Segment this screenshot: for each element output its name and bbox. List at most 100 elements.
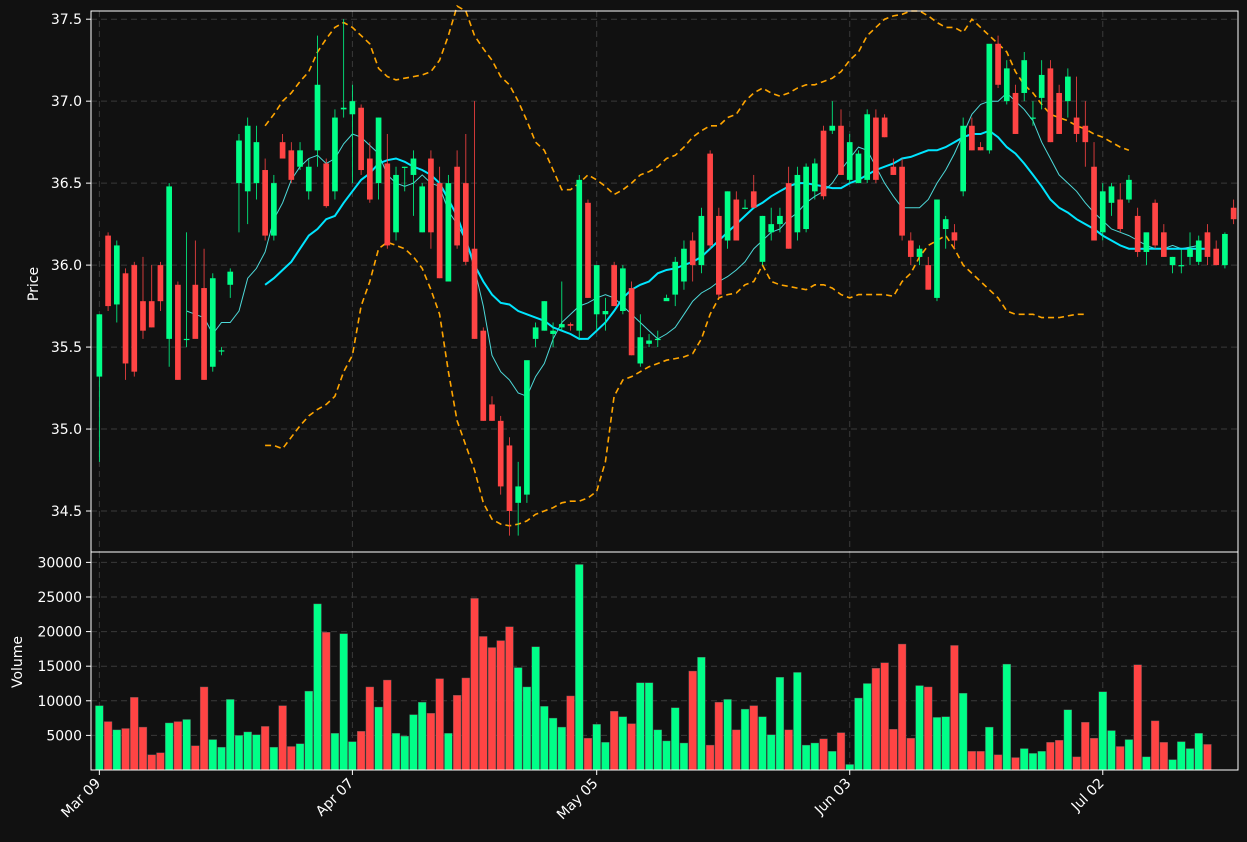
candle-body: [611, 265, 617, 307]
candle-body: [297, 150, 303, 167]
volume-bar: [208, 739, 217, 771]
volume-bar: [234, 735, 244, 771]
price-tick-label: 37.5: [51, 12, 82, 28]
candle-body: [864, 114, 871, 180]
candle-body: [820, 130, 827, 197]
volume-bar: [1133, 664, 1142, 771]
candle-body: [1230, 207, 1237, 220]
candle-body: [794, 174, 801, 233]
candle-body: [881, 117, 888, 138]
volume-bar: [426, 713, 436, 771]
volume-bar: [1002, 663, 1011, 771]
candle-body: [506, 445, 513, 512]
candle-body: [305, 166, 312, 192]
candle-body: [899, 166, 905, 236]
candle-body: [349, 101, 356, 115]
candle-body: [1038, 74, 1045, 98]
volume-bar: [985, 726, 994, 771]
candle-body: [1126, 179, 1132, 200]
volume-tick-label: 30000: [37, 555, 82, 571]
volume-bar: [671, 707, 680, 771]
candle-body: [1065, 76, 1071, 102]
candle-body: [236, 140, 242, 184]
volume-bar: [627, 723, 636, 771]
candle-body: [1117, 199, 1124, 230]
candle-body: [907, 240, 914, 257]
volume-bar: [1098, 691, 1107, 771]
candle-body: [358, 107, 364, 171]
volume-bar: [1072, 756, 1081, 771]
candle-body: [846, 142, 853, 180]
candle-body: [262, 170, 268, 236]
price-tick-label: 35.0: [51, 422, 82, 438]
candle-body: [1161, 232, 1167, 257]
candle-body: [183, 338, 190, 341]
volume-bar: [575, 564, 584, 771]
candle-body: [445, 183, 452, 282]
volume-bar: [103, 721, 113, 771]
volume-bar: [252, 734, 261, 771]
candle-body: [742, 207, 748, 209]
candle-body: [1187, 248, 1193, 257]
candle-body: [1073, 117, 1080, 134]
candle-body: [1099, 191, 1106, 233]
candle-body: [777, 215, 783, 225]
candle-body: [672, 261, 679, 295]
candle-body: [96, 314, 103, 377]
candle-body: [271, 183, 277, 236]
candle-body: [1204, 232, 1211, 257]
volume-bar: [758, 716, 767, 771]
candle-body: [803, 166, 809, 230]
candle-body: [654, 338, 661, 341]
volume-bar: [514, 667, 523, 771]
volume-bar: [828, 751, 837, 771]
candle-body: [1143, 232, 1150, 252]
price-y-ticks: 34.5 35.0 35.5 36.0 36.5 37.0 37.5: [51, 12, 91, 520]
volume-bar: [147, 754, 156, 771]
price-tick-label: 36.0: [51, 258, 82, 274]
volume-bar: [226, 699, 235, 771]
volume-bar: [950, 645, 959, 771]
volume-bar: [924, 686, 933, 771]
candle-body: [785, 183, 792, 249]
candle-body: [1003, 68, 1010, 102]
volume-bar: [409, 714, 418, 771]
candle-body: [332, 117, 338, 192]
volume-bar: [1063, 709, 1072, 771]
volume-bar: [1020, 748, 1029, 771]
candle-body: [1134, 215, 1141, 252]
candle-body: [916, 248, 923, 257]
candle-body: [681, 248, 687, 282]
candle-body: [977, 147, 984, 151]
candle-body: [689, 240, 696, 266]
volume-bar: [287, 746, 296, 771]
candle-body: [384, 163, 391, 246]
volume-bar: [505, 626, 514, 771]
volume-bar: [173, 721, 183, 771]
volume-bar: [165, 722, 174, 771]
candle-body: [934, 199, 940, 298]
volume-bar: [1203, 744, 1212, 771]
volume-bar: [374, 706, 383, 771]
volume-bar: [636, 682, 645, 771]
volume-bar: [391, 733, 401, 771]
candle-body: [1056, 92, 1062, 134]
volume-bar: [915, 685, 924, 771]
candle-body: [960, 125, 966, 192]
volume-bar: [121, 728, 130, 771]
candle-body: [401, 166, 408, 168]
volume-bar: [1159, 742, 1168, 771]
volume-bar: [1037, 751, 1046, 771]
candle-body: [768, 224, 775, 233]
volume-bar: [819, 738, 828, 771]
candle-body: [227, 271, 234, 285]
volume-bar: [1089, 737, 1099, 771]
candle-body: [1012, 92, 1019, 134]
volume-panel-frame: [90, 551, 1239, 771]
candle-body: [759, 215, 766, 262]
candle-body: [716, 215, 722, 295]
volume-bar: [199, 686, 209, 771]
volume-bar: [845, 764, 854, 771]
candle-body: [218, 350, 225, 352]
